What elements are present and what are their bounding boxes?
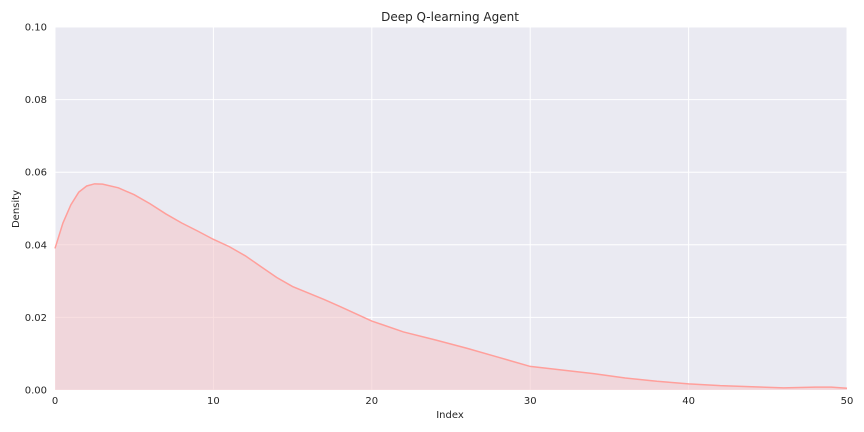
chart-title: Deep Q-learning Agent (381, 10, 519, 24)
x-tick-labels: 0 10 20 30 40 50 (52, 396, 854, 407)
y-tick-label: 0.04 (25, 240, 47, 251)
x-tick-label: 40 (682, 396, 695, 407)
series-layer (54, 183, 848, 390)
x-tick-label: 50 (841, 396, 854, 407)
x-tick-label: 0 (52, 396, 58, 407)
y-tick-label: 0.00 (25, 386, 47, 397)
density-line (54, 183, 848, 389)
y-tick-labels: 0.00 0.02 0.04 0.06 0.08 0.10 (25, 23, 47, 397)
y-tick-label: 0.10 (25, 23, 47, 34)
y-tick-label: 0.06 (25, 168, 47, 179)
x-tick-label: 10 (207, 396, 220, 407)
x-axis-label: Index (436, 410, 464, 421)
y-tick-label: 0.08 (25, 95, 47, 106)
density-area (55, 183, 847, 390)
x-tick-label: 30 (524, 396, 537, 407)
x-tick-label: 20 (365, 396, 378, 407)
y-axis-label: Density (11, 190, 22, 228)
y-tick-label: 0.02 (25, 313, 47, 324)
